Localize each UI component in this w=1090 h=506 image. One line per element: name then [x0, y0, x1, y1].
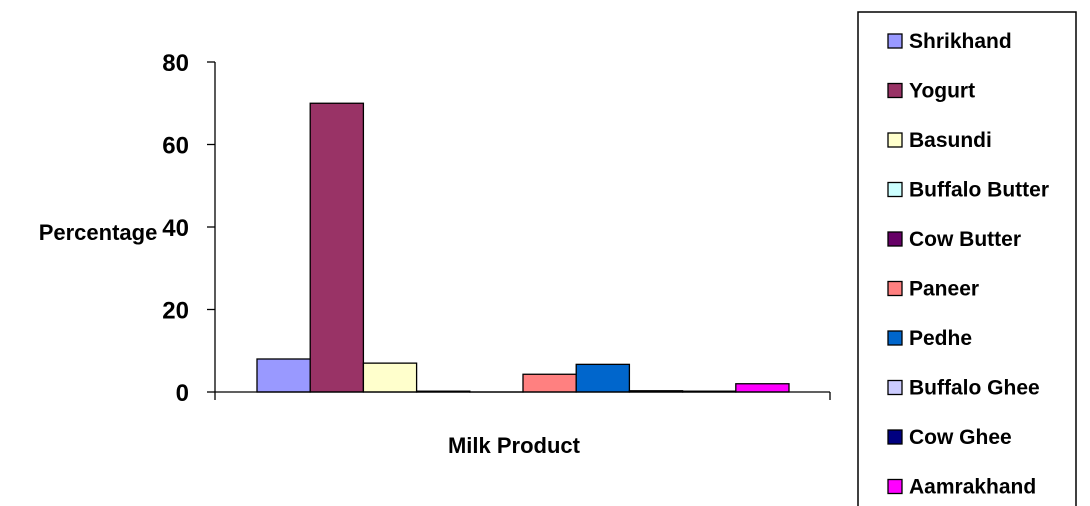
legend-label-basundi: Basundi [909, 129, 992, 152]
legend-label-yogurt: Yogurt [909, 80, 975, 103]
legend-label-pedhe: Pedhe [909, 327, 972, 350]
legend-swatch-aamrakhand [887, 478, 903, 495]
legend-swatch-buffalo-ghee [887, 379, 903, 396]
legend-swatch-shrikhand [887, 33, 903, 49]
x-axis-title: Milk Product [448, 433, 581, 458]
legend-swatch-paneer [887, 280, 903, 297]
legend-label-shrikhand: Shrikhand [909, 30, 1012, 53]
y-tick-label-20: 20 [162, 298, 189, 325]
legend-label-aamrakhand: Aamrakhand [909, 476, 1036, 499]
legend-label-paneer: Paneer [909, 278, 979, 301]
bar-basundi [362, 362, 418, 393]
legend-swatch-yogurt [887, 82, 903, 99]
legend-swatch-basundi [887, 132, 903, 148]
legend: Shrikhand Yogurt Basundi Buffalo Butter Cow … [857, 11, 1077, 506]
legend-swatch-cow-butter [887, 231, 903, 247]
legend-swatch-cow-ghee [887, 429, 903, 445]
legend-label-cow-ghee: Cow Ghee [909, 426, 1012, 449]
y-tick-label-60: 60 [162, 133, 189, 160]
legend-label-buffalo-butter: Buffalo Butter [909, 179, 1049, 202]
legend-label-buffalo-ghee: Buffalo Ghee [909, 377, 1040, 400]
legend-label-cow-butter: Cow Butter [909, 228, 1021, 251]
y-tick-label-0: 0 [176, 380, 189, 407]
bar-yogurt [309, 102, 365, 393]
bar-paneer [522, 373, 577, 393]
y-axis-title: Percentage [39, 220, 158, 245]
y-tick-label-80: 80 [162, 50, 189, 77]
bar-shrikhand [256, 358, 311, 393]
legend-swatch-buffalo-butter [887, 181, 903, 198]
legend-swatch-pedhe [887, 330, 903, 346]
bar-aamrakhand [735, 383, 790, 393]
plot-area: 0 20 40 60 80 [162, 50, 831, 407]
y-tick-label-40: 40 [162, 215, 189, 242]
bar-pedhe [575, 363, 631, 393]
